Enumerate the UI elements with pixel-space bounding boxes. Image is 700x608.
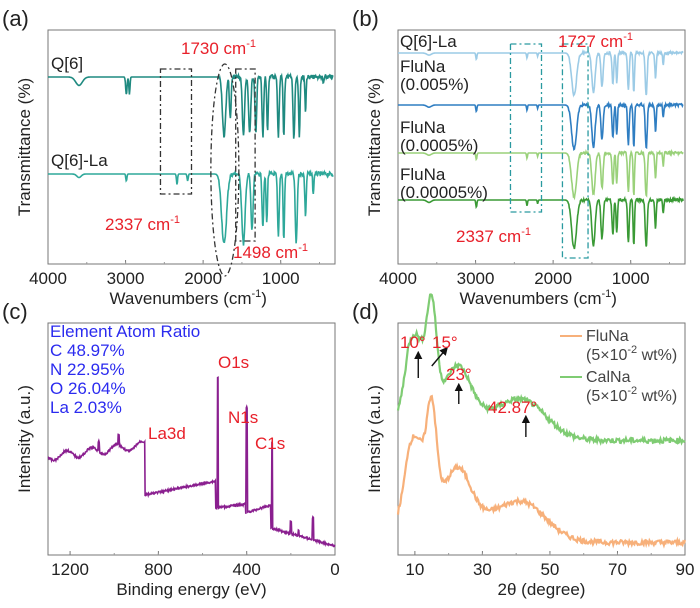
highlight-box-2337 <box>159 68 193 195</box>
x-tick-label-a: 3000 <box>107 269 145 288</box>
annotation-peak-label: 23° <box>446 365 472 384</box>
x-tick-label-d: 70 <box>608 560 627 579</box>
plot-frame-d <box>397 322 686 556</box>
plot-frame-c <box>47 322 336 556</box>
series-line-q6-la <box>48 169 334 246</box>
x-tick-label-d: 90 <box>676 560 695 579</box>
y-axis-label-a: Transmittance (%) <box>15 78 34 216</box>
plot-frame-b <box>397 29 686 265</box>
x-tick-label-c: 400 <box>233 560 261 579</box>
panel-label-c: (c) <box>2 299 28 324</box>
series-label-fluna-0005: FluNa <box>400 57 446 76</box>
series-label-fluna-000005-conc: (0.00005%) <box>400 183 488 202</box>
plot-frame-a <box>47 29 336 265</box>
series-line-1 <box>398 100 684 152</box>
highlight-box-2337 <box>509 43 543 213</box>
atom-ratio-row: O 26.04% <box>50 379 126 398</box>
legend-label-fluna: FluNa <box>586 328 629 345</box>
panel-label-a: (a) <box>2 6 29 31</box>
atom-ratio-row: N 22.95% <box>50 360 125 379</box>
peak-label-la3d: La3d <box>148 424 186 443</box>
peak-label-n1s: N1s <box>228 408 258 427</box>
x-tick-label-d: 50 <box>540 560 559 579</box>
x-axis-label-c: Binding energy (eV) <box>116 580 266 599</box>
series-line-q6 <box>48 72 334 139</box>
xps-survey-line <box>47 376 336 548</box>
highlight-box-1498 <box>235 68 256 242</box>
annotation-peak-label: 10° <box>400 333 426 352</box>
x-tick-label-c: 1200 <box>51 560 89 579</box>
x-tick-label-b: 2000 <box>534 269 572 288</box>
series-label-q6-la: Q[6]-La <box>51 151 108 170</box>
annotation-peak-label: 42.87° <box>488 398 537 417</box>
panel-label-b: (b) <box>352 6 379 31</box>
panel-label-d: (d) <box>352 299 379 324</box>
x-axis-label-b: Wavenumbers (cm-1) <box>460 288 617 308</box>
series-line-0 <box>398 48 684 98</box>
peak-label-o1s: O1s <box>218 353 249 372</box>
peak-label-c1s: C1s <box>255 434 285 453</box>
annotation-1727: 1727 cm-1 <box>558 31 633 51</box>
x-tick-label-b: 4000 <box>379 269 417 288</box>
legend-label-calna-conc: (5×10-2 wt%) <box>586 385 677 405</box>
series-line-2 <box>398 148 684 201</box>
annotation-peak-label: 15° <box>432 333 458 352</box>
x-tick-label-d: 10 <box>405 560 424 579</box>
series-label-fluna-000005: FluNa <box>400 165 446 184</box>
x-tick-label-a: 4000 <box>29 269 67 288</box>
y-axis-label-b: Transmittance (%) <box>365 78 384 216</box>
series-label-fluna-00005-conc: (0.0005%) <box>400 136 478 155</box>
annotation-1498: 1498 cm-1 <box>233 242 308 262</box>
x-tick-label-a: 1000 <box>262 269 300 288</box>
legend-label-fluna-conc: (5×10-2 wt%) <box>586 344 677 364</box>
atom-ratio-row: C 48.97% <box>50 341 125 360</box>
legend-label-calna: CalNa <box>586 369 631 386</box>
x-tick-label-d: 30 <box>473 560 492 579</box>
highlight-box-1727 <box>561 43 589 259</box>
x-axis-label-d: 2θ (degree) <box>498 580 586 599</box>
y-axis-label-c: Intensity (a.u.) <box>15 385 34 493</box>
series-label-fluna-0005-conc: (0.005%) <box>400 75 469 94</box>
annotation-2337: 2337 cm-1 <box>105 214 180 234</box>
series-line-3 <box>398 195 685 250</box>
y-axis-label-d: Intensity (a.u.) <box>365 385 384 493</box>
annotation-2337: 2337 cm-1 <box>456 226 531 246</box>
annotation-1730: 1730 cm-1 <box>181 38 256 58</box>
annotation-arrow <box>431 346 448 367</box>
atom-ratio-title: Element Atom Ratio <box>50 322 200 341</box>
series-line-calna <box>396 293 686 446</box>
series-label-fluna-00005: FluNa <box>400 118 446 137</box>
x-tick-label-c: 0 <box>330 560 339 579</box>
x-tick-label-c: 800 <box>144 560 172 579</box>
atom-ratio-row: La 2.03% <box>50 398 122 417</box>
series-label-q6-la: Q[6]-La <box>400 32 457 51</box>
x-tick-label-b: 1000 <box>612 269 650 288</box>
x-axis-label-a: Wavenumbers (cm-1) <box>110 288 267 308</box>
series-label-q6: Q[6] <box>51 54 83 73</box>
x-tick-label-b: 3000 <box>457 269 495 288</box>
series-line-fluna <box>396 394 687 549</box>
highlight-ellipse-1730 <box>210 63 240 277</box>
x-tick-label-a: 2000 <box>184 269 222 288</box>
